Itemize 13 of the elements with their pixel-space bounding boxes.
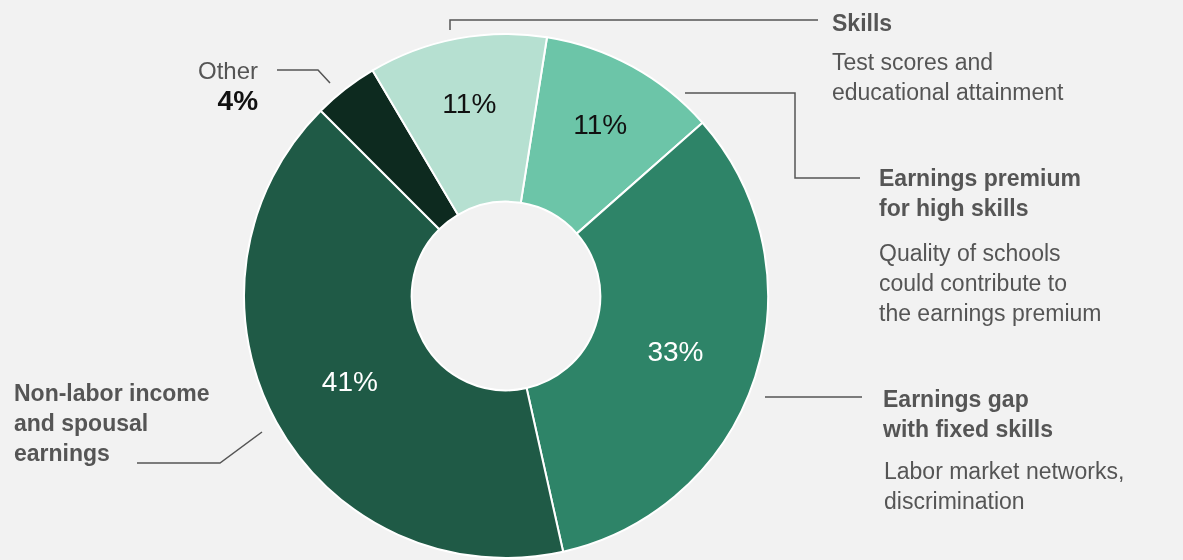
data-label: 11% bbox=[573, 109, 628, 140]
text: Test scores and educational attainment bbox=[832, 49, 1065, 105]
data-label: 4% bbox=[217, 85, 259, 117]
data-label: 41% bbox=[321, 366, 378, 398]
data-label: 11% bbox=[442, 88, 497, 120]
slice-label: Earnings gap with fixed skills bbox=[882, 386, 1053, 442]
slice-label: Other bbox=[198, 57, 259, 84]
slice-label: Skills bbox=[832, 10, 893, 36]
data-label: 33% bbox=[647, 335, 704, 367]
slice-label: Earnings premium for high skills bbox=[879, 165, 1081, 221]
text: Labor market networks, discrimination bbox=[884, 458, 1125, 514]
slice-label: Non-labor income and spousal earnings bbox=[14, 380, 210, 466]
text: Quality of schools could contribute to the earnings premium bbox=[879, 240, 1102, 326]
